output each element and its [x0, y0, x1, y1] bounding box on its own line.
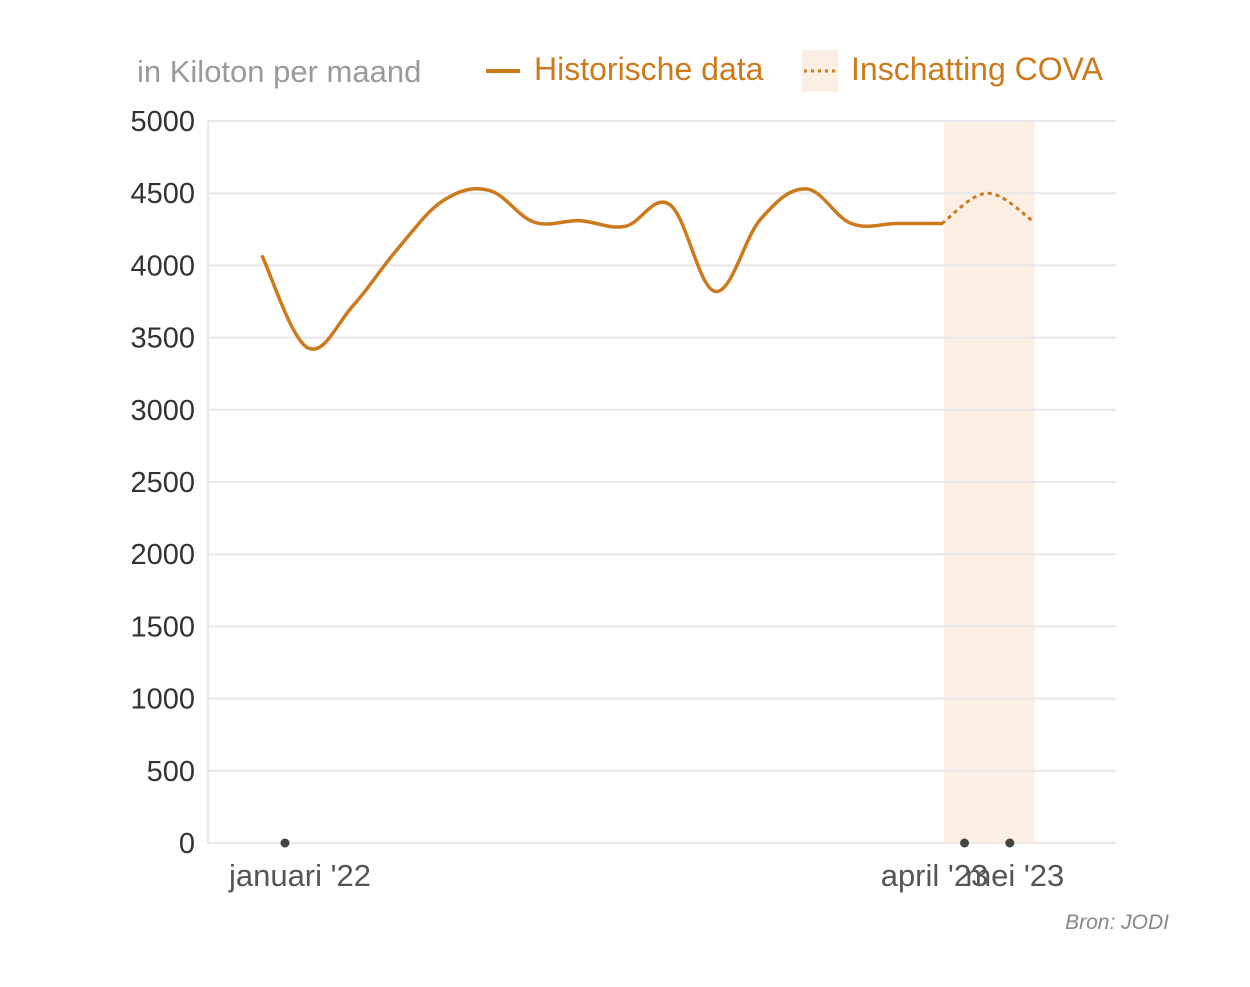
y-axis-ticks: 0 500 1000 1500 2000 2500 3000 3500 4000 4500 5000	[130, 106, 195, 860]
x-tick-label-0: januari '22	[228, 858, 371, 893]
y-tick-label-3500: 3500	[130, 323, 195, 355]
x-tick-label-1: april '23	[881, 858, 989, 893]
x-tick-dot-1	[960, 838, 969, 848]
series-lines	[260, 187, 1034, 351]
series-line-inschatting-cova	[940, 191, 1034, 225]
y-tick-label-1500: 1500	[130, 611, 195, 643]
legend-label-historische-data: Historische data	[534, 51, 764, 87]
y-tick-label-2000: 2000	[130, 539, 195, 571]
y-tick-label-5000: 5000	[130, 106, 195, 138]
y-tick-label-4500: 4500	[130, 178, 195, 210]
x-tick-label-2: mei '23	[965, 858, 1064, 893]
y-tick-label-500: 500	[147, 756, 195, 788]
source-note: Bron: JODI	[1065, 911, 1169, 934]
unit-label: in Kiloton per maand	[137, 54, 421, 89]
legend: Historische data Inschatting COVA	[486, 50, 1104, 92]
series-line-historische-data	[260, 187, 944, 351]
x-tick-dot-0	[280, 838, 290, 848]
y-tick-label-4000: 4000	[130, 250, 195, 282]
x-tick-dot-2	[1005, 838, 1015, 848]
y-tick-label-2500: 2500	[130, 467, 195, 499]
legend-label-inschatting-cova: Inschatting COVA	[851, 51, 1104, 87]
y-tick-label-0: 0	[179, 828, 195, 860]
y-tick-label-3000: 3000	[130, 395, 195, 427]
gridlines	[207, 120, 1116, 844]
y-tick-label-1000: 1000	[130, 684, 195, 716]
